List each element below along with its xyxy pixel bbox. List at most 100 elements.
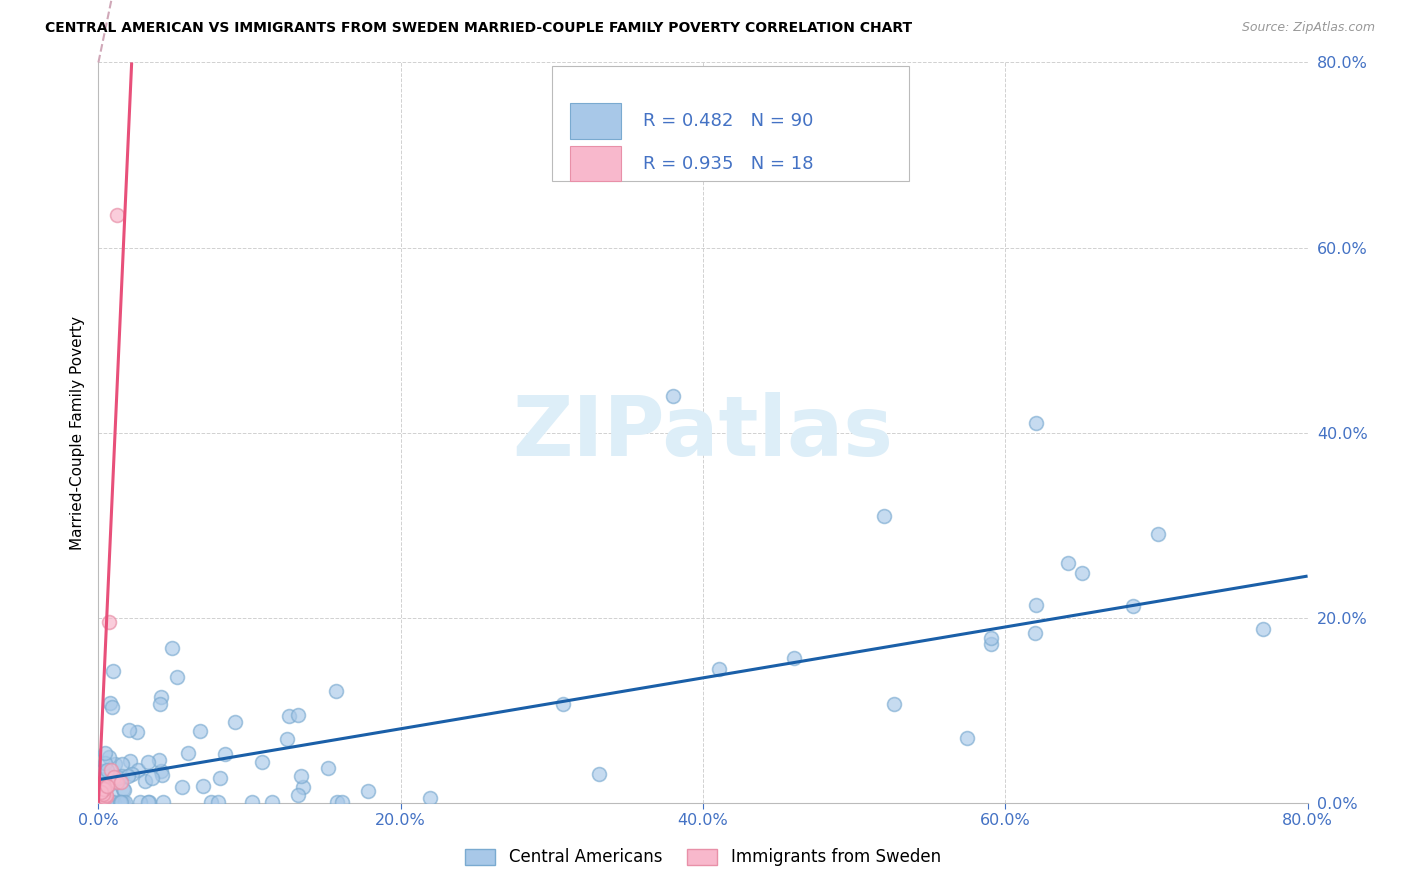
Point [90,764,112,778]
Point [172,780,194,795]
Point [90,789,112,803]
Point [240,795,263,809]
Point [98,615,121,630]
Point [782,651,804,665]
FancyBboxPatch shape [569,146,621,181]
Point [588,766,610,780]
Point [103,795,125,809]
Point [357,784,380,798]
Point [108,795,131,809]
Point [177,746,200,760]
Point [138,795,160,809]
Point [112,781,135,796]
Point [208,771,231,785]
Point [1057,556,1080,570]
Point [1253,623,1275,637]
Point [883,697,905,711]
Point [118,723,141,738]
Point [1147,526,1170,541]
Point [91,795,114,809]
Point [93,781,115,796]
Point [138,755,160,769]
Point [110,775,132,789]
Point [276,731,298,746]
Point [89,772,111,787]
Point [100,764,122,778]
Point [1071,566,1094,581]
Point [207,795,229,809]
Point [96,779,118,793]
Point [93,747,115,761]
Point [91,787,114,801]
Point [956,731,979,746]
Point [103,770,125,784]
Point [136,795,159,809]
Point [97,749,120,764]
Point [94,780,117,795]
Point [1121,599,1143,613]
Point [127,763,149,777]
Point [152,795,174,809]
Point [121,767,143,781]
Point [98,696,121,710]
Point [128,795,150,809]
Point [149,764,172,778]
Point [111,757,134,772]
Point [290,769,312,783]
Point [148,753,170,767]
Point [1024,626,1046,640]
Point [112,783,135,797]
Point [980,637,1002,651]
Point [101,700,124,714]
Point [125,725,148,739]
Point [90,780,112,795]
Point [114,795,136,809]
Point [117,769,139,783]
FancyBboxPatch shape [551,66,908,181]
Point [149,697,172,711]
Point [325,684,347,698]
FancyBboxPatch shape [569,103,621,139]
Point [141,771,163,785]
Point [104,756,127,771]
Point [91,795,114,809]
Point [112,795,135,809]
Point [120,754,142,768]
Point [873,508,896,523]
Point [90,789,112,804]
Point [707,662,730,676]
Point [94,756,117,770]
Point [162,641,184,656]
Point [250,755,273,769]
Point [166,670,188,684]
Text: ZIPatlas: ZIPatlas [513,392,893,473]
Point [278,709,301,723]
Point [553,697,575,711]
Point [93,789,115,804]
Point [105,775,128,789]
Point [101,795,124,809]
Point [90,785,112,799]
Point [90,795,112,809]
Point [330,795,353,809]
Point [110,795,132,809]
Point [214,747,236,761]
Text: R = 0.482   N = 90: R = 0.482 N = 90 [643,112,813,130]
Text: R = 0.935   N = 18: R = 0.935 N = 18 [643,154,813,173]
Point [287,788,309,802]
Point [188,724,211,739]
Text: Source: ZipAtlas.com: Source: ZipAtlas.com [1241,21,1375,34]
Point [96,763,118,777]
Point [287,708,309,723]
Point [191,779,214,793]
Point [90,795,112,809]
Point [224,715,246,730]
Point [980,631,1002,645]
Point [325,795,347,809]
Point [1025,598,1047,612]
Point [94,789,117,804]
Y-axis label: Married-Couple Family Poverty: Married-Couple Family Poverty [70,316,86,549]
Point [100,788,122,802]
Point [260,795,283,809]
Text: CENTRAL AMERICAN VS IMMIGRANTS FROM SWEDEN MARRIED-COUPLE FAMILY POVERTY CORRELA: CENTRAL AMERICAN VS IMMIGRANTS FROM SWED… [45,21,912,35]
